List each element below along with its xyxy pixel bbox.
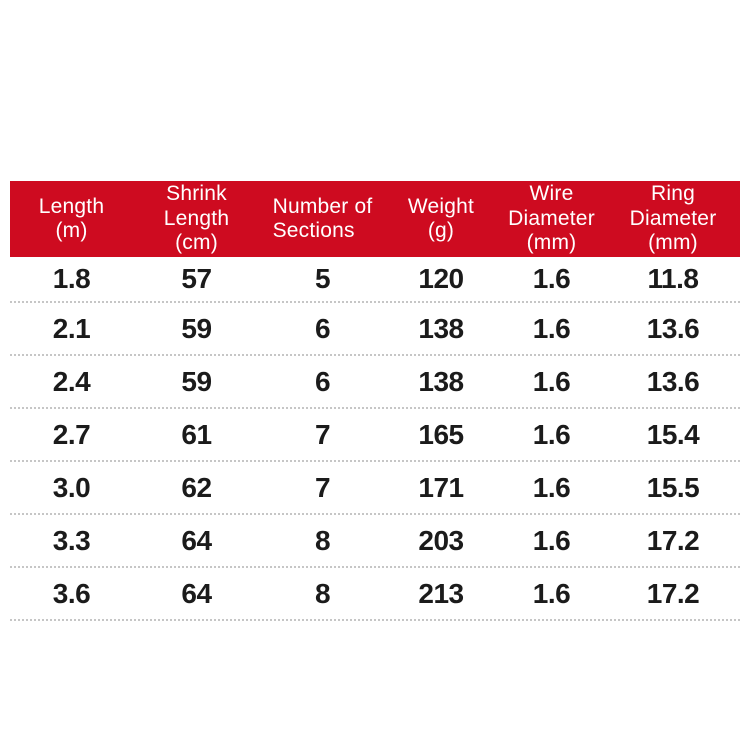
column-header-label: Number of Sections — [272, 194, 373, 243]
cell-weight: 138 — [418, 312, 464, 344]
table-header-row: Length (m) Shrink Length (cm) Number of … — [10, 181, 740, 257]
cell-wire-diameter: 1.6 — [532, 471, 571, 503]
cell-shrink-length: 61 — [181, 418, 212, 450]
cell-weight: 171 — [418, 471, 464, 503]
column-header-weight-g: Weight (g) — [385, 195, 497, 244]
table-row: 2.1 59 6 138 1.6 13.6 — [10, 303, 740, 356]
cell-sections: 6 — [314, 312, 331, 344]
cell-sections: 8 — [314, 524, 331, 556]
cell-weight: 213 — [418, 577, 464, 609]
cell-shrink-length: 59 — [181, 312, 212, 344]
cell-length: 2.4 — [52, 365, 91, 397]
cell-wire-diameter: 1.6 — [532, 312, 571, 344]
cell-shrink-length: 62 — [181, 471, 212, 503]
cell-ring-diameter: 17.2 — [646, 577, 700, 609]
cell-wire-diameter: 1.6 — [532, 263, 571, 294]
cell-sections: 7 — [314, 418, 331, 450]
cell-shrink-length: 64 — [181, 524, 212, 556]
cell-ring-diameter: 17.2 — [646, 524, 700, 556]
cell-sections: 8 — [314, 577, 331, 609]
cell-sections: 7 — [314, 471, 331, 503]
table-row: 1.8 57 5 120 1.6 11.8 — [10, 257, 740, 303]
table-row: 2.7 61 7 165 1.6 15.4 — [10, 409, 740, 462]
cell-weight: 203 — [418, 524, 464, 556]
column-header-number-of-sections: Number of Sections — [260, 195, 385, 244]
cell-length: 3.0 — [52, 471, 91, 503]
cell-weight: 138 — [418, 365, 464, 397]
cell-wire-diameter: 1.6 — [532, 365, 571, 397]
column-header-wire-diameter-mm: Wire Diameter (mm) — [497, 182, 606, 256]
cell-shrink-length: 64 — [181, 577, 212, 609]
cell-weight: 120 — [418, 263, 464, 294]
cell-sections: 5 — [314, 263, 331, 294]
cell-ring-diameter: 15.5 — [646, 471, 700, 503]
cell-length: 3.3 — [52, 524, 91, 556]
cell-ring-diameter: 11.8 — [647, 263, 699, 294]
column-header-length-m: Length (m) — [10, 195, 133, 244]
column-header-label: Length (m) — [38, 194, 105, 243]
cell-ring-diameter: 13.6 — [646, 312, 700, 344]
column-header-label: Ring Diameter (mm) — [629, 182, 717, 255]
cell-length: 2.7 — [52, 418, 91, 450]
table-row: 3.6 64 8 213 1.6 17.2 — [10, 568, 740, 621]
cell-length: 2.1 — [52, 312, 91, 344]
cell-wire-diameter: 1.6 — [532, 524, 571, 556]
cell-length: 3.6 — [52, 577, 91, 609]
column-header-label: Weight (g) — [407, 194, 475, 243]
table-row: 2.4 59 6 138 1.6 13.6 — [10, 356, 740, 409]
cell-weight: 165 — [418, 418, 464, 450]
table-row: 3.0 62 7 171 1.6 15.5 — [10, 462, 740, 515]
cell-wire-diameter: 1.6 — [532, 418, 571, 450]
table-row: 3.3 64 8 203 1.6 17.2 — [10, 515, 740, 568]
spec-table: Length (m) Shrink Length (cm) Number of … — [10, 181, 740, 621]
column-header-label: Wire Diameter (mm) — [508, 182, 595, 255]
column-header-label: Shrink Length (cm) — [163, 182, 230, 255]
cell-shrink-length: 57 — [181, 263, 212, 294]
cell-wire-diameter: 1.6 — [532, 577, 571, 609]
cell-sections: 6 — [314, 365, 331, 397]
column-header-shrink-length-cm: Shrink Length (cm) — [133, 182, 260, 256]
column-header-ring-diameter-mm: Ring Diameter (mm) — [606, 182, 740, 256]
cell-shrink-length: 59 — [181, 365, 212, 397]
cell-length: 1.8 — [52, 263, 91, 294]
cell-ring-diameter: 13.6 — [646, 365, 700, 397]
cell-ring-diameter: 15.4 — [646, 418, 700, 450]
